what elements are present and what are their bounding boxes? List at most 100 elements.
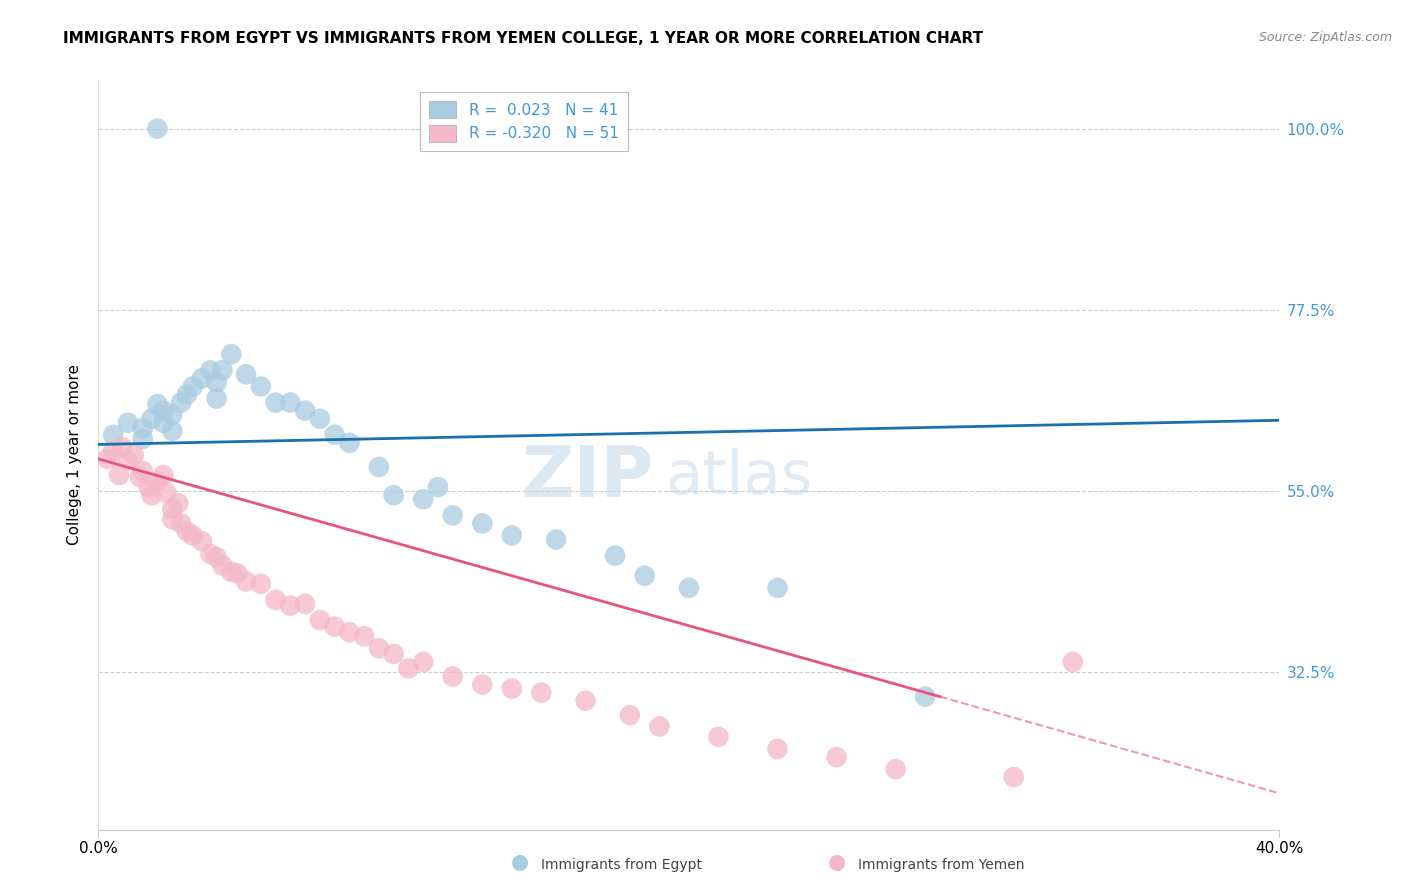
Point (264, 593, 287, 607)
Point (634, 568, 657, 582)
Y-axis label: College, 1 year or more: College, 1 year or more (67, 365, 83, 545)
Point (111, 440, 134, 454)
Point (707, 730, 730, 744)
Point (221, 347, 243, 361)
Point (128, 469, 150, 483)
Point (368, 641, 391, 656)
Point (1002, 770, 1025, 784)
Point (294, 597, 316, 611)
Point (226, 566, 249, 581)
Point (471, 516, 494, 531)
Point (205, 392, 228, 406)
Point (619, 708, 641, 723)
Point (205, 376, 228, 390)
Point (108, 468, 131, 483)
Point (141, 411, 163, 425)
Point (146, 475, 169, 489)
Text: ●: ● (512, 853, 529, 872)
Point (294, 403, 316, 417)
Point (501, 528, 523, 542)
Point (309, 411, 332, 425)
Point (138, 480, 160, 494)
Point (339, 435, 361, 450)
Point (382, 647, 405, 661)
Point (152, 468, 174, 483)
Point (96, 452, 118, 467)
Point (132, 432, 155, 446)
Point (368, 460, 391, 475)
Point (132, 421, 155, 435)
Point (235, 574, 257, 589)
Point (122, 448, 145, 462)
Point (575, 693, 598, 707)
Point (117, 416, 139, 430)
Point (117, 453, 139, 467)
Text: ●: ● (828, 853, 845, 872)
Point (766, 742, 789, 756)
Text: Immigrants from Egypt: Immigrants from Egypt (541, 858, 703, 872)
Point (825, 750, 848, 764)
Point (155, 485, 177, 500)
Point (412, 492, 434, 507)
Point (339, 625, 361, 640)
Point (309, 613, 332, 627)
Point (146, 121, 169, 136)
Point (167, 496, 190, 510)
Point (280, 599, 302, 613)
Point (221, 565, 243, 579)
Point (471, 677, 494, 691)
Point (353, 629, 375, 643)
Point (280, 395, 302, 409)
Point (884, 762, 907, 776)
Point (501, 681, 523, 696)
Point (200, 363, 222, 377)
Point (141, 488, 163, 502)
Point (323, 427, 346, 442)
Point (398, 661, 420, 675)
Point (162, 424, 183, 438)
Point (605, 549, 627, 563)
Text: Source: ZipAtlas.com: Source: ZipAtlas.com (1258, 31, 1392, 45)
Point (441, 508, 464, 523)
Text: ZIP: ZIP (522, 443, 654, 512)
Point (678, 581, 700, 595)
Point (146, 397, 169, 411)
Point (162, 408, 183, 422)
Legend: R =  0.023   N = 41, R = -0.320   N = 51: R = 0.023 N = 41, R = -0.320 N = 51 (419, 92, 627, 152)
Point (132, 464, 155, 478)
Point (427, 480, 450, 494)
Point (170, 516, 193, 531)
Point (152, 403, 174, 417)
Point (546, 533, 568, 547)
Point (162, 512, 183, 526)
Point (648, 719, 671, 733)
Point (441, 669, 464, 683)
Point (211, 558, 233, 573)
Point (205, 550, 228, 565)
Text: atlas: atlas (665, 448, 813, 507)
Point (191, 534, 214, 549)
Point (181, 379, 204, 393)
Point (176, 387, 198, 401)
Point (412, 655, 434, 669)
Point (1062, 655, 1084, 669)
Text: IMMIGRANTS FROM EGYPT VS IMMIGRANTS FROM YEMEN COLLEGE, 1 YEAR OR MORE CORRELATI: IMMIGRANTS FROM EGYPT VS IMMIGRANTS FROM… (63, 31, 983, 46)
Point (530, 685, 553, 699)
Point (103, 443, 125, 458)
Point (914, 690, 936, 704)
Point (235, 368, 257, 382)
Point (152, 416, 174, 430)
Point (211, 363, 233, 377)
Point (200, 547, 222, 561)
Text: Immigrants from Yemen: Immigrants from Yemen (858, 858, 1024, 872)
Point (250, 577, 273, 591)
Point (264, 395, 287, 409)
Point (766, 581, 789, 595)
Point (250, 379, 273, 393)
Point (176, 524, 198, 539)
Point (181, 528, 204, 542)
Point (191, 371, 214, 385)
Point (382, 488, 405, 502)
Point (170, 395, 193, 409)
Point (162, 502, 183, 516)
